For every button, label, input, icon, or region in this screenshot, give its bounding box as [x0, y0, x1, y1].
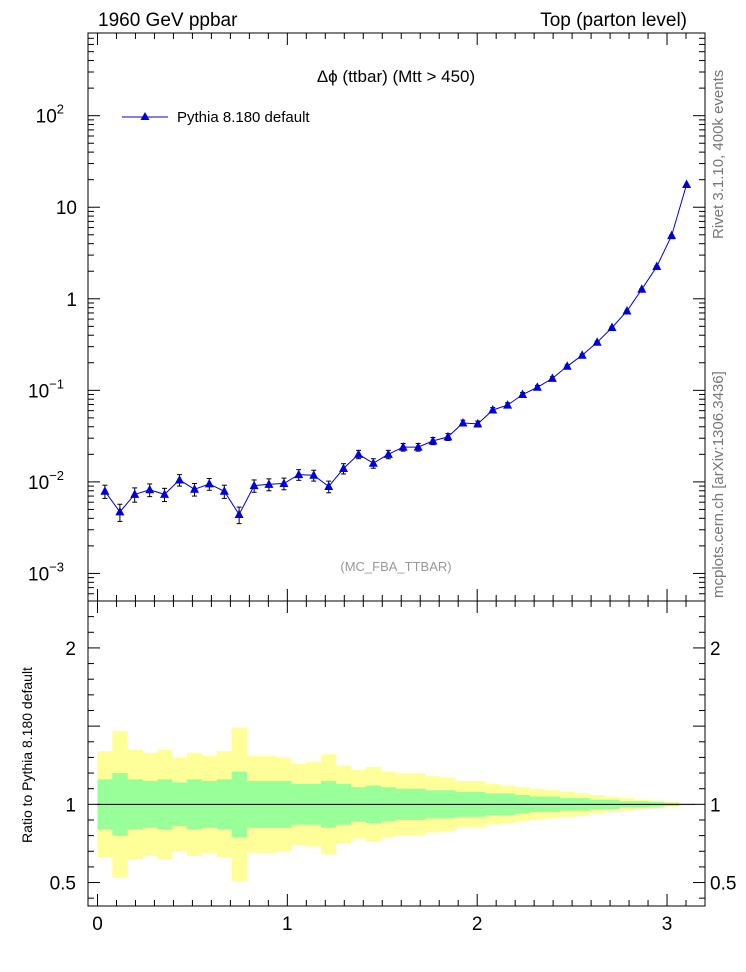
ratio-panel: 0.5 0.5 1 1 2 2 0 1 2 3 Ratio to Pythia 8.180 de… — [19, 600, 736, 935]
data-point — [309, 470, 319, 479]
main-panel: Δϕ (ttbar) (Mtt > 450) (MC_FBA_TTBAR) 10… — [28, 32, 706, 602]
data-point — [682, 179, 692, 189]
data-point — [383, 449, 393, 458]
data-point — [234, 509, 244, 519]
data-point — [339, 463, 349, 473]
data-point — [294, 469, 304, 479]
data-point — [279, 478, 289, 488]
data-point — [249, 480, 259, 490]
ratio-y-tick-label: 1 — [65, 795, 76, 816]
ratio-plot-frame — [87, 600, 706, 907]
data-point — [547, 373, 557, 382]
data-point — [354, 449, 364, 458]
ratio-y-tick-label: 0.5 — [710, 874, 736, 895]
data-point — [324, 481, 334, 491]
data-point — [518, 389, 528, 399]
data-point — [592, 337, 602, 346]
y-tick-label: 102 — [36, 102, 64, 128]
series-line — [104, 184, 688, 516]
data-point — [115, 506, 125, 516]
data-point — [428, 435, 438, 445]
data-point — [443, 431, 453, 441]
ratio-y-tick-label: 1 — [710, 795, 721, 816]
data-point — [130, 489, 140, 498]
data-point — [175, 474, 185, 484]
data-point — [667, 230, 677, 240]
data-point — [652, 261, 662, 271]
data-point — [577, 350, 587, 359]
main-x-axis — [96, 33, 706, 601]
ratio-y-tick-label: 2 — [710, 639, 721, 660]
header-right: Top (parton level) — [540, 10, 687, 31]
x-tick-label: 3 — [662, 914, 673, 935]
data-point — [622, 305, 632, 315]
data-point — [473, 418, 483, 428]
y-tick-label: 1 — [66, 290, 77, 311]
data-point — [503, 400, 513, 409]
data-point — [413, 442, 423, 451]
ratio-y-tick-label: 2 — [65, 639, 76, 660]
y-tick-label: 10−1 — [28, 376, 64, 402]
legend: Pythia 8.180 default — [122, 109, 310, 126]
header-left: 1960 GeV ppbar — [98, 10, 238, 31]
main-y-axis: 10−3 10−2 10−1 1 10 102 — [28, 32, 705, 602]
y-tick-label: 10 — [56, 198, 77, 219]
ratio-y-tick-label: 0.5 — [50, 874, 76, 895]
data-point — [190, 484, 200, 493]
data-point — [100, 486, 110, 495]
data-point — [637, 284, 647, 293]
ratio-y-axis: 0.5 0.5 1 1 2 2 — [50, 600, 736, 899]
y-tick-label: 10−2 — [28, 468, 64, 494]
data-point — [488, 404, 498, 414]
data-point — [607, 322, 617, 332]
data-point — [204, 478, 214, 488]
legend-marker — [140, 112, 150, 120]
x-tick-label: 2 — [472, 914, 483, 935]
data-point — [398, 442, 408, 451]
data-point — [145, 484, 155, 494]
mcplots-label: mcplots.cern.ch [arXiv:1306.3436] — [710, 371, 727, 598]
data-point — [160, 489, 170, 498]
data-point — [562, 361, 572, 370]
x-tick-label: 0 — [92, 914, 103, 935]
x-tick-label: 1 — [282, 914, 293, 935]
series-pythia — [100, 179, 692, 525]
data-point — [264, 479, 274, 488]
watermark: (MC_FBA_TTBAR) — [340, 559, 451, 574]
ratio-x-axis: 0 1 2 3 — [92, 601, 706, 935]
y-tick-label: 10−3 — [28, 559, 64, 585]
data-point — [532, 382, 542, 391]
rivet-label: Rivet 3.1.10, 400k events — [710, 70, 727, 239]
data-point — [458, 417, 468, 427]
main-title: Δϕ (ttbar) (Mtt > 450) — [317, 67, 475, 86]
legend-label: Pythia 8.180 default — [177, 109, 310, 126]
data-point — [368, 458, 378, 467]
ratio-ylabel: Ratio to Pythia 8.180 default — [19, 667, 35, 843]
data-point — [219, 486, 229, 495]
